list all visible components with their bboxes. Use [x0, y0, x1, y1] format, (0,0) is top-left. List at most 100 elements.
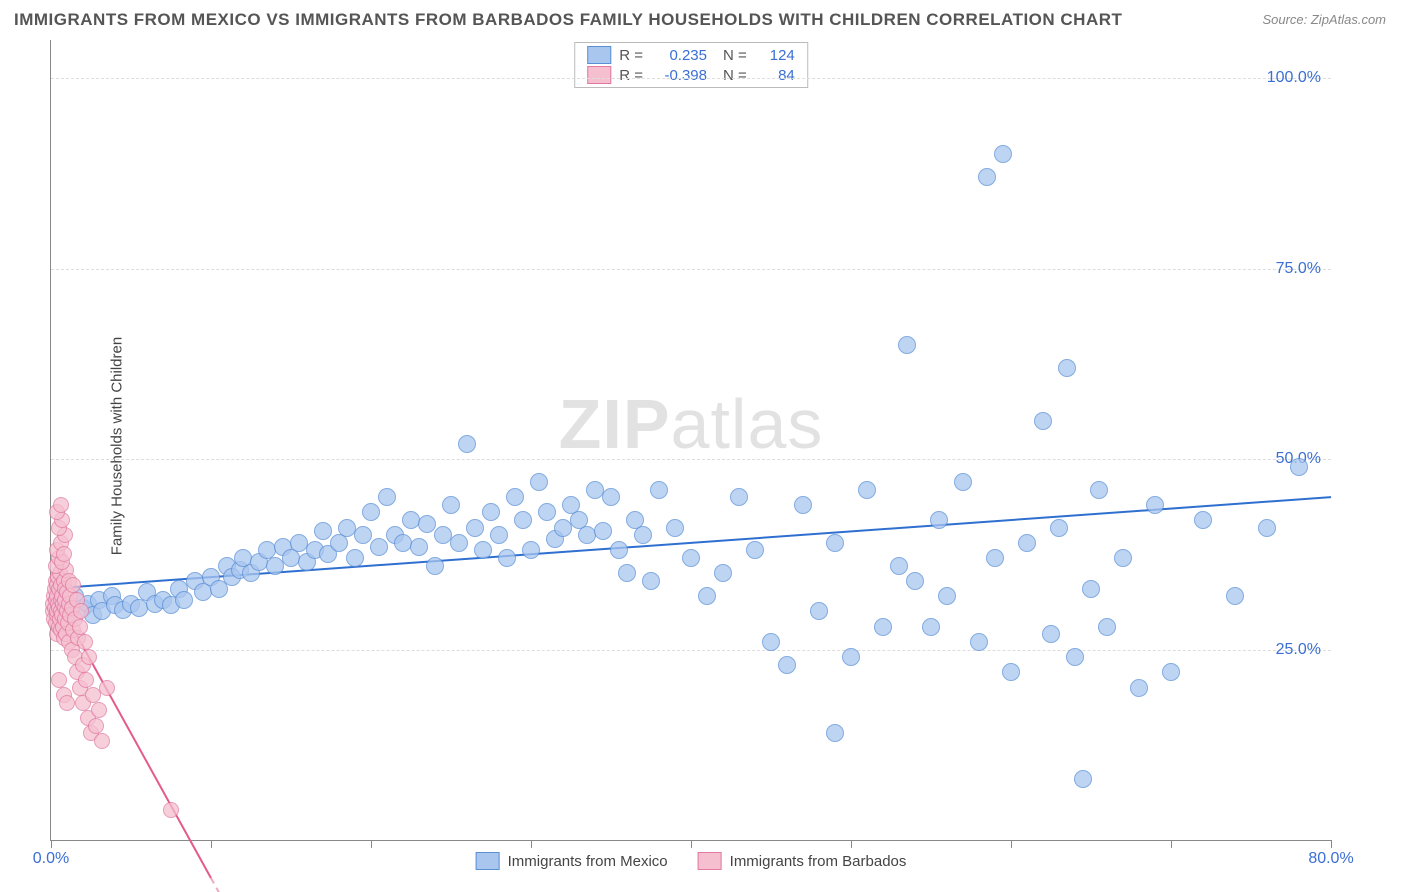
scatter-point — [714, 564, 732, 582]
x-tick — [211, 840, 212, 848]
scatter-point — [986, 549, 1004, 567]
scatter-point — [922, 618, 940, 636]
scatter-point — [73, 603, 89, 619]
x-tick — [1011, 840, 1012, 848]
scatter-point — [858, 481, 876, 499]
scatter-point — [506, 488, 524, 506]
scatter-point — [378, 488, 396, 506]
scatter-point — [354, 526, 372, 544]
x-tick — [371, 840, 372, 848]
scatter-point — [1226, 587, 1244, 605]
legend-swatch — [476, 852, 500, 870]
scatter-point — [610, 541, 628, 559]
x-tick-label: 0.0% — [33, 850, 69, 868]
scatter-point — [650, 481, 668, 499]
scatter-point — [938, 587, 956, 605]
scatter-point — [874, 618, 892, 636]
scatter-point — [450, 534, 468, 552]
scatter-point — [1114, 549, 1132, 567]
scatter-point — [88, 718, 104, 734]
scatter-point — [1042, 625, 1060, 643]
scatter-point — [522, 541, 540, 559]
scatter-point — [51, 672, 67, 688]
scatter-point — [778, 656, 796, 674]
scatter-point — [59, 695, 75, 711]
scatter-point — [314, 522, 332, 540]
scatter-point — [666, 519, 684, 537]
scatter-point — [77, 634, 93, 650]
scatter-point — [1194, 511, 1212, 529]
scatter-point — [394, 534, 412, 552]
scatter-point — [362, 503, 380, 521]
scatter-point — [402, 511, 420, 529]
scatter-point — [53, 497, 69, 513]
scatter-point — [538, 503, 556, 521]
scatter-point — [94, 733, 110, 749]
scatter-point — [826, 724, 844, 742]
scatter-point — [91, 702, 107, 718]
scatter-point — [930, 511, 948, 529]
scatter-point — [906, 572, 924, 590]
scatter-point — [826, 534, 844, 552]
scatter-point — [730, 488, 748, 506]
scatter-point — [1058, 359, 1076, 377]
plot-area: ZIPatlas R =0.235N =124R =-0.398N =84 Im… — [50, 40, 1331, 841]
scatter-point — [490, 526, 508, 544]
scatter-point — [442, 496, 460, 514]
scatter-point — [642, 572, 660, 590]
scatter-point — [762, 633, 780, 651]
x-tick — [51, 840, 52, 848]
x-tick — [1331, 840, 1332, 848]
legend-series-item: Immigrants from Barbados — [698, 852, 907, 870]
scatter-point — [1130, 679, 1148, 697]
scatter-point — [978, 168, 996, 186]
scatter-point — [618, 564, 636, 582]
x-tick-label: 80.0% — [1308, 850, 1353, 868]
scatter-point — [954, 473, 972, 491]
scatter-point — [72, 619, 88, 635]
scatter-point — [81, 649, 97, 665]
x-tick — [1171, 840, 1172, 848]
chart-title: IMMIGRANTS FROM MEXICO VS IMMIGRANTS FRO… — [14, 10, 1122, 30]
trend-line-dashed — [211, 878, 307, 892]
scatter-point — [1146, 496, 1164, 514]
legend-series-label: Immigrants from Mexico — [508, 853, 668, 870]
scatter-point — [56, 546, 72, 562]
scatter-point — [1098, 618, 1116, 636]
scatter-point — [1074, 770, 1092, 788]
scatter-point — [1050, 519, 1068, 537]
scatter-point — [426, 557, 444, 575]
scatter-point — [474, 541, 492, 559]
scatter-point — [746, 541, 764, 559]
legend-series-item: Immigrants from Mexico — [476, 852, 668, 870]
scatter-point — [482, 503, 500, 521]
legend-swatch — [698, 852, 722, 870]
trend-lines-layer — [51, 40, 1331, 840]
legend-bottom: Immigrants from Mexico Immigrants from Ba… — [476, 852, 907, 870]
legend-series-label: Immigrants from Barbados — [730, 853, 907, 870]
scatter-point — [682, 549, 700, 567]
scatter-point — [1082, 580, 1100, 598]
x-tick — [851, 840, 852, 848]
scatter-point — [602, 488, 620, 506]
scatter-point — [634, 526, 652, 544]
scatter-point — [594, 522, 612, 540]
scatter-point — [1290, 458, 1308, 476]
scatter-point — [498, 549, 516, 567]
scatter-point — [410, 538, 428, 556]
scatter-point — [65, 577, 81, 593]
scatter-point — [466, 519, 484, 537]
scatter-point — [458, 435, 476, 453]
scatter-point — [1162, 663, 1180, 681]
scatter-point — [810, 602, 828, 620]
scatter-point — [890, 557, 908, 575]
scatter-point — [1090, 481, 1108, 499]
source-label: Source: ZipAtlas.com — [1262, 12, 1386, 27]
scatter-point — [99, 680, 115, 696]
scatter-point — [85, 687, 101, 703]
scatter-point — [1258, 519, 1276, 537]
scatter-point — [78, 672, 94, 688]
scatter-point — [1018, 534, 1036, 552]
scatter-point — [418, 515, 436, 533]
scatter-point — [698, 587, 716, 605]
